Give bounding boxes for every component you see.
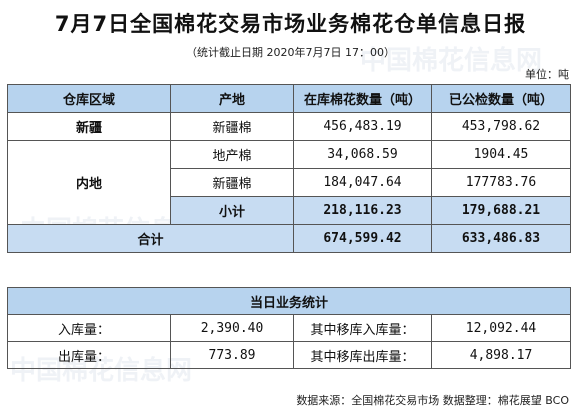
region-cell: 新疆	[7, 112, 171, 141]
daily-stats-table: 当日业务统计 入库量： 2,390.40 其中移库入库量： 12,092.44 …	[6, 287, 572, 369]
page-subtitle: （统计截止日期 2020年7月7日 17：00）	[186, 46, 395, 59]
origin-cell: 新疆棉	[170, 112, 294, 141]
unit-label: 单位：吨	[525, 68, 569, 81]
transfer-out-label: 其中移库出库量：	[293, 341, 432, 369]
table-row: 出库量： 773.89 其中移库出库量： 4,898.17	[7, 341, 572, 369]
transfer-in-label: 其中移库入库量：	[293, 314, 432, 342]
daily-header-row: 当日业务统计	[6, 287, 572, 315]
total-label: 合计	[7, 224, 294, 253]
column-header: 产地	[170, 84, 294, 113]
inspected-cell: 453,798.62	[431, 112, 571, 141]
in-value: 2,390.40	[170, 314, 294, 342]
table-header-row: 仓库区域 产地 在库棉花数量（吨） 已公检数量（吨）	[7, 84, 571, 113]
stock-cell: 184,047.64	[293, 168, 432, 197]
warehouse-table: 仓库区域 产地 在库棉花数量（吨） 已公检数量（吨） 新疆 新疆棉 456,48…	[7, 84, 571, 253]
origin-cell: 地产棉	[170, 140, 294, 169]
inspected-cell: 1904.45	[431, 140, 571, 169]
total-inspected: 633,486.83	[431, 224, 571, 253]
out-value: 773.89	[170, 341, 294, 369]
column-header: 仓库区域	[7, 84, 171, 113]
in-label: 入库量：	[7, 314, 171, 342]
subtotal-label: 小计	[170, 196, 294, 225]
subtotal-row: 小计 218,116.23 179,688.21	[8, 196, 571, 225]
inspected-cell: 177783.76	[431, 168, 571, 197]
stock-cell: 34,068.59	[293, 140, 432, 169]
table-row: 新疆 新疆棉 456,483.19 453,798.62	[7, 112, 571, 141]
total-stock: 674,599.42	[293, 224, 432, 253]
stock-cell: 456,483.19	[293, 112, 432, 141]
table-row: 新疆棉 184,047.64 177783.76	[8, 168, 571, 197]
transfer-in-value: 12,092.44	[430, 314, 572, 342]
column-header: 已公检数量（吨）	[431, 84, 571, 113]
table-row: 内地 地产棉 34,068.59 1904.45	[7, 140, 571, 225]
table-row: 入库量： 2,390.40 其中移库入库量： 12,092.44	[7, 314, 572, 342]
data-source: 数据来源：全国棉花交易市场 数据整理：棉花展望 BCO	[296, 394, 569, 407]
page-title: 7月7日全国棉花交易市场业务棉花仓单信息日报	[54, 12, 527, 36]
out-label: 出库量：	[7, 341, 171, 369]
column-header: 在库棉花数量（吨）	[293, 84, 432, 113]
subtotal-inspected: 179,688.21	[431, 196, 571, 225]
origin-cell: 新疆棉	[170, 168, 294, 197]
daily-title: 当日业务统计	[6, 287, 572, 315]
transfer-out-value: 4,898.17	[430, 341, 572, 369]
total-row: 合计 674,599.42 633,486.83	[7, 224, 571, 253]
subtotal-stock: 218,116.23	[293, 196, 432, 225]
region-cell: 内地	[7, 140, 171, 225]
